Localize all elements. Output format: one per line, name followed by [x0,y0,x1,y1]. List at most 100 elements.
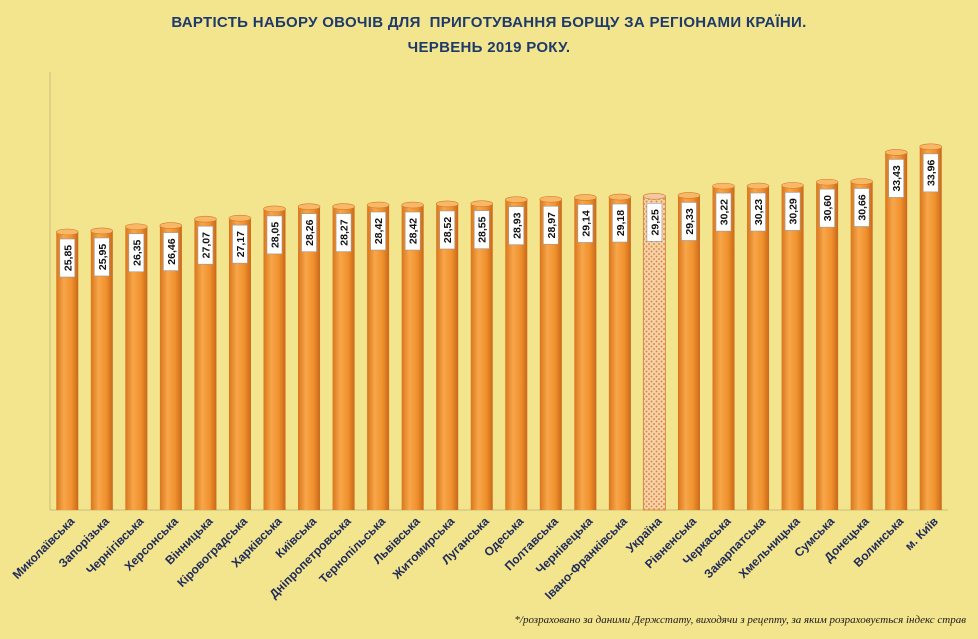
value-label-box [646,203,663,242]
bar-12 [435,200,459,510]
bar-9 [332,203,355,510]
value-label-13: 28,55 [473,210,490,249]
value-label-text: 30,22 [719,199,731,225]
bar-cap [608,193,632,201]
axes [49,72,948,511]
bar-25 [884,149,908,510]
value-label-text: 28,42 [373,218,385,244]
value-label-text: 33,96 [926,160,938,186]
bar-13 [470,200,494,510]
bar-cap [159,222,183,229]
value-label-17: 29,18 [612,203,628,243]
value-label-14: 28,93 [508,206,525,245]
value-label-19: 29,33 [681,202,697,241]
bar-body [401,205,424,510]
value-label-text: 30,23 [753,199,765,225]
value-label-text: 29,25 [649,209,661,235]
bar-cap [643,193,666,200]
value-label-3: 26,35 [128,233,145,273]
value-label-10: 28,42 [370,211,386,251]
bar-body [505,199,528,510]
value-label-text: 29,33 [684,208,696,234]
value-label-24: 30,66 [853,188,870,227]
bar-cap [539,195,563,203]
bar-body [747,186,770,510]
value-label-2: 25,95 [94,237,110,277]
bar-cap [55,228,79,236]
chart-title-block: ВАРТІСТЬ НАБОРУ ОВОЧІВ ДЛЯ ПРИГОТУВАННЯ … [0,10,978,60]
bar-body [125,226,148,510]
value-label-25: 33,43 [888,159,904,198]
bar-cap [263,205,286,213]
bar-body [367,205,390,510]
bar-body [677,195,700,510]
value-label-text: 30,60 [822,195,834,221]
value-label-text: 30,66 [857,194,869,220]
bar-cap [574,194,597,201]
bars-group [55,143,943,511]
value-label-box [232,224,248,264]
value-label-box [681,202,697,241]
value-label-12: 28,52 [439,210,455,250]
bar-body [56,232,79,510]
bar-cap [781,182,804,189]
bar-23 [815,178,839,510]
value-label-text: 26,35 [131,239,143,265]
bar-body [194,219,217,510]
value-label-text: 29,18 [615,210,627,236]
bar-6 [228,214,252,510]
value-label-box [266,215,283,255]
value-label-box [784,192,801,231]
bar-cap [366,201,390,209]
value-label-text: 28,97 [546,212,558,238]
bar-body [332,206,355,510]
bar-19 [677,192,701,510]
value-label-4: 26,46 [163,232,179,271]
value-label-text: 28,27 [339,219,351,245]
bar-cap [194,215,217,223]
value-label-text: 28,05 [270,222,282,248]
footnote: */розраховано за даними Держстату, виход… [514,614,966,626]
bar-body [539,199,562,511]
bar-15 [539,195,563,511]
value-label-21: 30,23 [750,192,766,232]
bar-body [470,203,493,510]
bar-14 [504,196,528,510]
value-label-text: 26,46 [166,238,178,264]
bar-cap [297,203,321,210]
value-label-box [439,210,455,250]
bar-3 [125,223,148,510]
value-label-9: 28,27 [335,213,352,252]
bar-7 [263,205,286,510]
bar-cap [90,227,114,235]
value-label-box [577,204,594,243]
bar-24 [850,178,873,510]
value-label-text: 28,55 [477,216,489,242]
value-label-box [335,213,352,252]
bar-body [228,218,251,510]
bar-body [90,230,113,510]
bar-cap [677,192,701,199]
value-label-22: 30,29 [784,192,801,231]
bar-body [712,186,735,511]
bar-cap [746,182,770,190]
value-label-box [128,233,145,273]
bar-4 [159,222,183,510]
bar-cap [712,182,735,190]
value-label-text: 28,93 [511,212,523,238]
value-label-box [853,188,870,227]
value-label-15: 28,97 [543,205,559,245]
bar-body [885,152,908,510]
value-label-7: 28,05 [266,215,283,255]
value-label-6: 27,17 [232,224,248,264]
bar-22 [781,182,804,510]
value-label-box [543,205,559,245]
value-label-text: 25,85 [62,245,74,271]
value-label-box [59,238,76,278]
bar-cap [850,178,873,185]
chart-title: ВАРТІСТЬ НАБОРУ ОВОЧІВ ДЛЯ ПРИГОТУВАННЯ … [171,14,807,31]
value-label-5: 27,07 [197,225,214,265]
value-label-box [750,192,766,232]
bar-body [919,146,942,510]
bar-body [298,206,321,510]
